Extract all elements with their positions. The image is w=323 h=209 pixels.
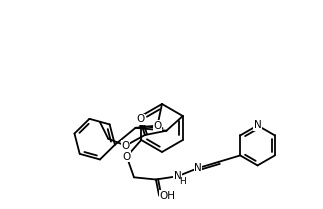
Text: O: O: [121, 141, 130, 151]
Text: N: N: [174, 171, 182, 181]
Text: O: O: [153, 121, 162, 130]
Text: N: N: [194, 163, 202, 173]
Text: O: O: [136, 114, 144, 124]
Text: O: O: [123, 152, 131, 162]
Text: H: H: [179, 177, 186, 186]
Text: N: N: [254, 120, 261, 130]
Text: OH: OH: [159, 191, 175, 201]
